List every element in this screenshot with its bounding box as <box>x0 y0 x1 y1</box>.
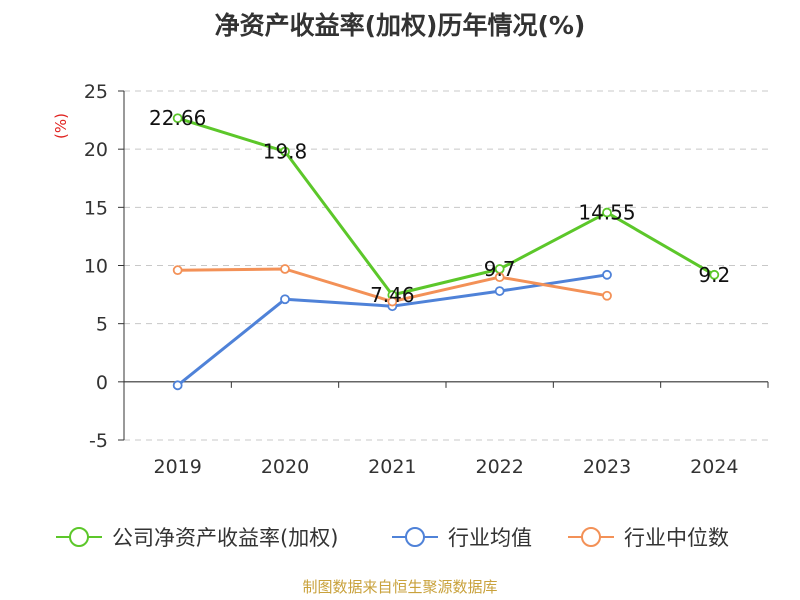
legend: 公司净资产收益率(加权) 行业均值 行业中位数 <box>56 526 729 550</box>
data-point <box>172 113 183 124</box>
data-point <box>602 207 612 218</box>
data-point <box>602 269 612 280</box>
data-point <box>172 265 183 276</box>
chart-title: 净资产收益率(加权)历年情况(%) <box>214 11 586 40</box>
x-tick-label: 2021 <box>368 456 416 478</box>
data-label: 9.7 <box>484 257 516 281</box>
data-point <box>602 290 612 301</box>
grid-layer <box>124 90 768 441</box>
y-tick-label: 25 <box>84 81 108 103</box>
data-point <box>387 296 398 307</box>
y-tick-label: 10 <box>84 256 108 278</box>
legend-marker <box>581 527 601 547</box>
data-point <box>709 269 720 280</box>
data-label: 14.55 <box>578 201 635 225</box>
legend-label: 公司净资产收益率(加权) <box>112 526 338 550</box>
y-tick-label: 0 <box>96 372 108 394</box>
y-unit-label: (%) <box>52 113 70 139</box>
axis-layer: -5 0 5 10 15 20 25 2019 2020 2021 2022 2023 2024 (%) <box>52 81 769 478</box>
data-label: 19.8 <box>263 139 308 163</box>
data-point <box>280 294 290 305</box>
y-tick-label: -5 <box>89 430 108 452</box>
series-layer <box>172 113 720 391</box>
y-tick-label: 20 <box>84 139 108 161</box>
data-label: 9.2 <box>698 263 730 287</box>
source-note: 制图数据来自恒生聚源数据库 <box>302 578 498 596</box>
data-point <box>494 272 505 283</box>
data-point <box>280 146 290 157</box>
label-layer: 22.66 19.8 7.46 9.7 14.55 9.2 <box>149 106 730 307</box>
x-tick-label: 2022 <box>475 456 523 478</box>
legend-marker <box>405 527 425 547</box>
legend-label: 行业均值 <box>448 526 532 550</box>
data-point <box>280 264 290 274</box>
data-point <box>172 380 183 391</box>
y-tick-label: 15 <box>84 197 108 219</box>
x-tick-label: 2023 <box>583 456 631 478</box>
data-label: 22.66 <box>149 106 206 130</box>
y-tick-label: 5 <box>96 314 108 336</box>
x-tick-label: 2020 <box>261 456 309 478</box>
x-tick-label: 2019 <box>153 456 201 478</box>
data-point <box>494 286 505 296</box>
legend-label: 行业中位数 <box>624 526 729 550</box>
x-tick-label: 2024 <box>690 456 738 478</box>
series-line-0 <box>177 116 716 297</box>
legend-marker <box>69 527 89 547</box>
data-label: 7.46 <box>370 283 415 307</box>
